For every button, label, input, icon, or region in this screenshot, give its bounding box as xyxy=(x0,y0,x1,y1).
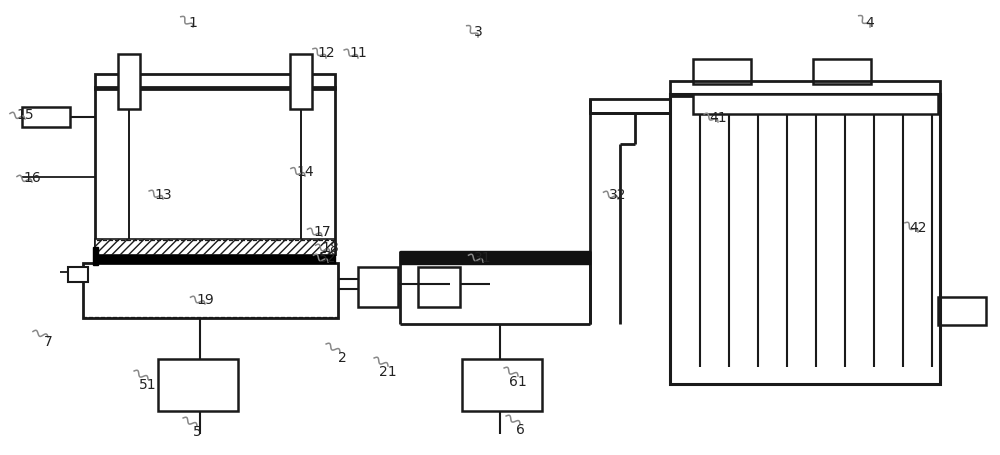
Bar xyxy=(83,263,338,318)
Bar xyxy=(938,298,986,325)
Text: 18: 18 xyxy=(321,241,339,254)
Bar xyxy=(590,100,670,114)
Bar xyxy=(95,75,335,90)
Text: 5: 5 xyxy=(193,424,201,438)
Bar xyxy=(290,55,312,110)
Text: 19: 19 xyxy=(196,293,214,306)
Bar xyxy=(68,268,88,283)
Text: 1: 1 xyxy=(189,16,197,30)
Bar xyxy=(693,95,938,115)
Bar xyxy=(358,268,398,307)
Text: 12: 12 xyxy=(317,46,335,60)
Text: 16: 16 xyxy=(23,171,41,185)
Bar xyxy=(670,95,940,384)
Text: 3: 3 xyxy=(474,25,482,39)
Bar xyxy=(95,255,335,263)
Text: 21: 21 xyxy=(379,364,397,378)
Text: 17: 17 xyxy=(313,224,331,238)
Text: 41: 41 xyxy=(709,111,727,125)
Bar xyxy=(158,359,238,411)
Text: 13: 13 xyxy=(154,187,172,202)
Text: 51: 51 xyxy=(139,377,157,391)
Text: 31: 31 xyxy=(474,250,492,264)
Text: 32: 32 xyxy=(609,187,627,202)
Text: 11: 11 xyxy=(349,46,367,60)
Bar xyxy=(418,268,460,307)
Bar xyxy=(693,60,751,85)
Bar xyxy=(93,248,98,265)
Text: 61: 61 xyxy=(509,374,527,388)
Text: 7: 7 xyxy=(44,334,52,348)
Bar xyxy=(22,108,70,128)
Bar xyxy=(813,60,871,85)
Text: 42: 42 xyxy=(909,221,927,234)
Text: 52: 52 xyxy=(319,250,337,264)
Text: 14: 14 xyxy=(296,165,314,179)
Bar xyxy=(118,55,140,110)
Bar xyxy=(400,252,590,264)
Bar xyxy=(95,239,335,255)
Text: 2: 2 xyxy=(338,350,346,364)
Bar xyxy=(670,82,940,97)
Bar xyxy=(462,359,542,411)
Text: 4: 4 xyxy=(866,16,874,30)
Text: 15: 15 xyxy=(16,108,34,122)
Bar xyxy=(95,88,335,254)
Text: 6: 6 xyxy=(516,422,524,436)
